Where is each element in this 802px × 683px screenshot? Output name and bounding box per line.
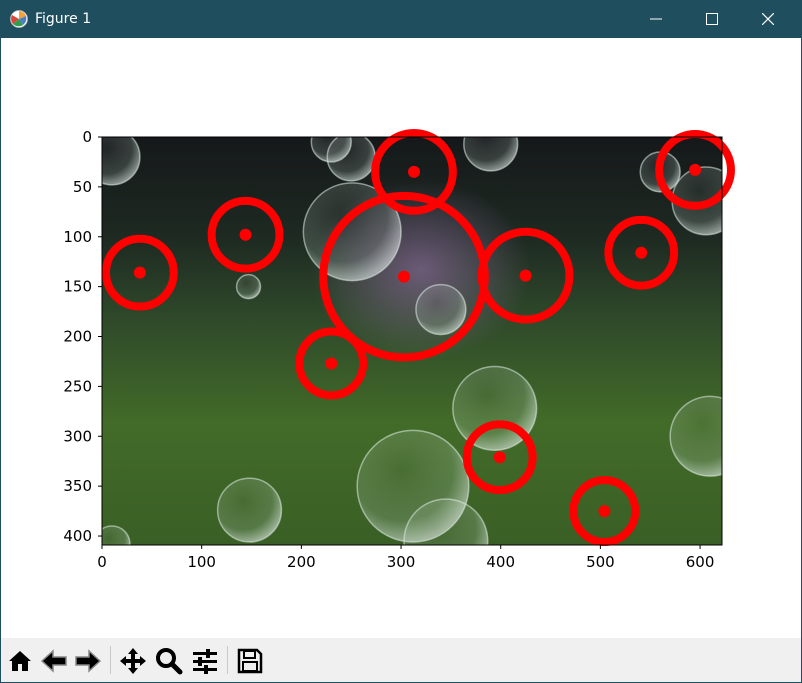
bubble xyxy=(415,283,467,336)
detection-marker xyxy=(462,420,537,495)
detection-center xyxy=(133,266,146,279)
y-tick-label: 200 xyxy=(63,328,92,346)
zoom-button[interactable] xyxy=(154,646,184,676)
home-button[interactable] xyxy=(5,646,35,676)
detection-marker xyxy=(295,327,368,400)
maximize-icon xyxy=(706,13,718,25)
x-tick-label: 400 xyxy=(486,553,515,571)
y-tick-label: 50 xyxy=(73,178,92,196)
detection-circle xyxy=(462,420,537,495)
y-tick-label: 350 xyxy=(63,477,92,495)
detection-marker xyxy=(371,129,457,215)
plot-figure[interactable]: 0 100 200 300 400 500 600 0 50 100 150 200 250 300 35… xyxy=(1,38,801,638)
detection-circle xyxy=(569,476,640,546)
minimize-button[interactable] xyxy=(630,0,682,38)
detection-marker xyxy=(655,130,735,210)
detection-center xyxy=(325,357,338,370)
detection-center xyxy=(493,451,506,464)
detection-center xyxy=(689,163,702,176)
back-button[interactable] xyxy=(39,646,69,676)
bubble xyxy=(403,498,489,545)
pan-button[interactable] xyxy=(118,646,148,676)
x-tick-label: 300 xyxy=(387,553,416,571)
navigation-toolbar xyxy=(1,638,801,682)
y-tick-label: 150 xyxy=(63,278,92,296)
close-button[interactable] xyxy=(742,0,794,38)
bubble xyxy=(669,395,722,477)
figure-canvas[interactable]: 0 100 200 300 400 500 600 0 50 100 150 200 250 300 35… xyxy=(0,38,802,683)
bubble xyxy=(216,477,283,543)
sliders-icon xyxy=(193,649,217,674)
y-tick-label: 300 xyxy=(63,427,92,445)
y-axis: 0 50 100 150 200 250 300 350 400 xyxy=(63,128,102,545)
floppy-disk-icon xyxy=(237,648,263,674)
forward-arrow-icon xyxy=(75,649,102,673)
y-tick-label: 0 xyxy=(82,128,92,146)
bubble xyxy=(463,137,519,172)
detection-circle xyxy=(295,327,368,400)
detection-marker xyxy=(604,215,679,290)
toolbar-separator xyxy=(227,646,228,674)
x-axis: 0 100 200 300 400 500 600 xyxy=(97,545,714,571)
x-tick-label: 500 xyxy=(586,553,615,571)
y-tick-label: 400 xyxy=(63,527,92,545)
back-arrow-icon xyxy=(40,649,67,673)
detection-circle xyxy=(371,129,457,215)
detection-circle xyxy=(101,234,178,311)
matplotlib-logo-icon xyxy=(10,10,28,28)
maximize-button[interactable] xyxy=(686,0,738,38)
window-title: Figure 1 xyxy=(35,11,92,27)
detection-circle xyxy=(655,130,735,210)
bubble xyxy=(102,525,131,545)
close-icon xyxy=(762,13,774,25)
detection-circle xyxy=(207,196,284,273)
x-tick-label: 100 xyxy=(187,553,216,571)
detection-marker xyxy=(207,196,284,273)
x-tick-label: 200 xyxy=(287,553,316,571)
axes-frame xyxy=(101,136,723,546)
detection-center xyxy=(635,246,648,259)
magnifier-icon xyxy=(156,648,183,675)
detection-marker xyxy=(101,234,178,311)
y-tick-label: 250 xyxy=(63,377,92,395)
forward-button[interactable] xyxy=(73,646,103,676)
detection-marker xyxy=(569,476,640,546)
title-bar[interactable]: Figure 1 xyxy=(0,0,802,38)
home-icon xyxy=(9,651,31,671)
detection-center xyxy=(398,270,411,283)
save-button[interactable] xyxy=(235,646,265,676)
detection-center xyxy=(407,165,420,178)
detection-center xyxy=(239,228,252,241)
x-tick-label: 600 xyxy=(686,553,715,571)
move-arrows-icon xyxy=(120,648,146,674)
detection-circle xyxy=(604,215,679,290)
detection-center xyxy=(519,269,532,282)
detection-center xyxy=(598,505,611,518)
detection-marker xyxy=(477,227,574,324)
detection-circles xyxy=(101,129,735,546)
detection-circle xyxy=(477,227,574,324)
toolbar-separator xyxy=(110,646,111,674)
bubble xyxy=(102,137,141,186)
y-tick-label: 100 xyxy=(63,228,92,246)
bubble xyxy=(235,273,262,300)
configure-subplots-button[interactable] xyxy=(190,646,220,676)
minimize-icon xyxy=(650,18,662,20)
bubble xyxy=(310,137,352,163)
x-tick-label: 0 xyxy=(97,553,107,571)
